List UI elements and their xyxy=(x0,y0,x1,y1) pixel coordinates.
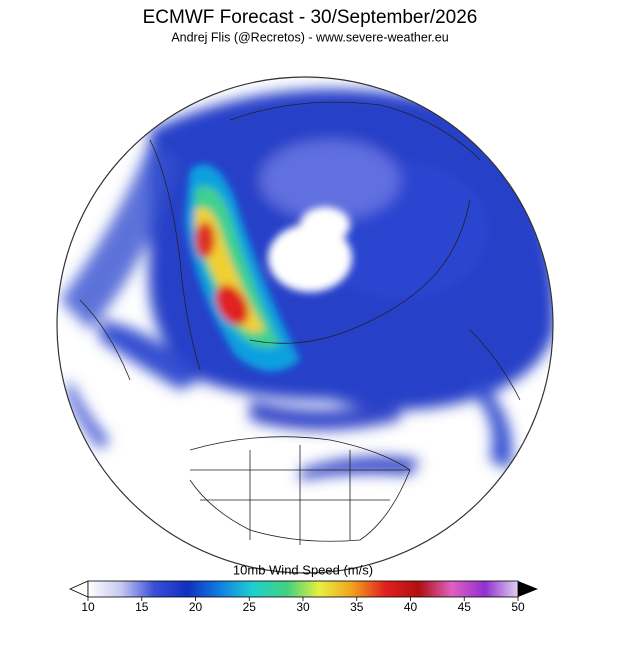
colorbar-high-arrow xyxy=(518,581,538,597)
colorbar-low-arrow xyxy=(69,580,89,598)
colorbar-tick-label: 40 xyxy=(404,600,418,614)
colorbar-tick-label: 20 xyxy=(189,600,203,614)
title: ECMWF Forecast - 30/September/2026 xyxy=(143,7,478,28)
colorbar-bar xyxy=(87,580,519,598)
colorbar-label: 10mb Wind Speed (m/s) xyxy=(233,562,373,577)
colorbar-tick-label: 45 xyxy=(458,600,472,614)
subtitle: Andrej Flis (@Recretos) - www.severe-wea… xyxy=(171,30,448,44)
colorbar-tick-label: 15 xyxy=(135,600,149,614)
colorbar-tick-label: 30 xyxy=(296,600,310,614)
colorbar-tick-label: 35 xyxy=(350,600,364,614)
globe-map xyxy=(56,76,554,574)
colorbar-tick-label: 25 xyxy=(243,600,257,614)
colorbar: 10mb Wind Speed (m/s) 10 15 20 25 30 35 40 45 50 xyxy=(69,562,538,614)
colorbar-tick-label: 10 xyxy=(81,600,95,614)
colorbar-tick-label: 50 xyxy=(511,600,525,614)
